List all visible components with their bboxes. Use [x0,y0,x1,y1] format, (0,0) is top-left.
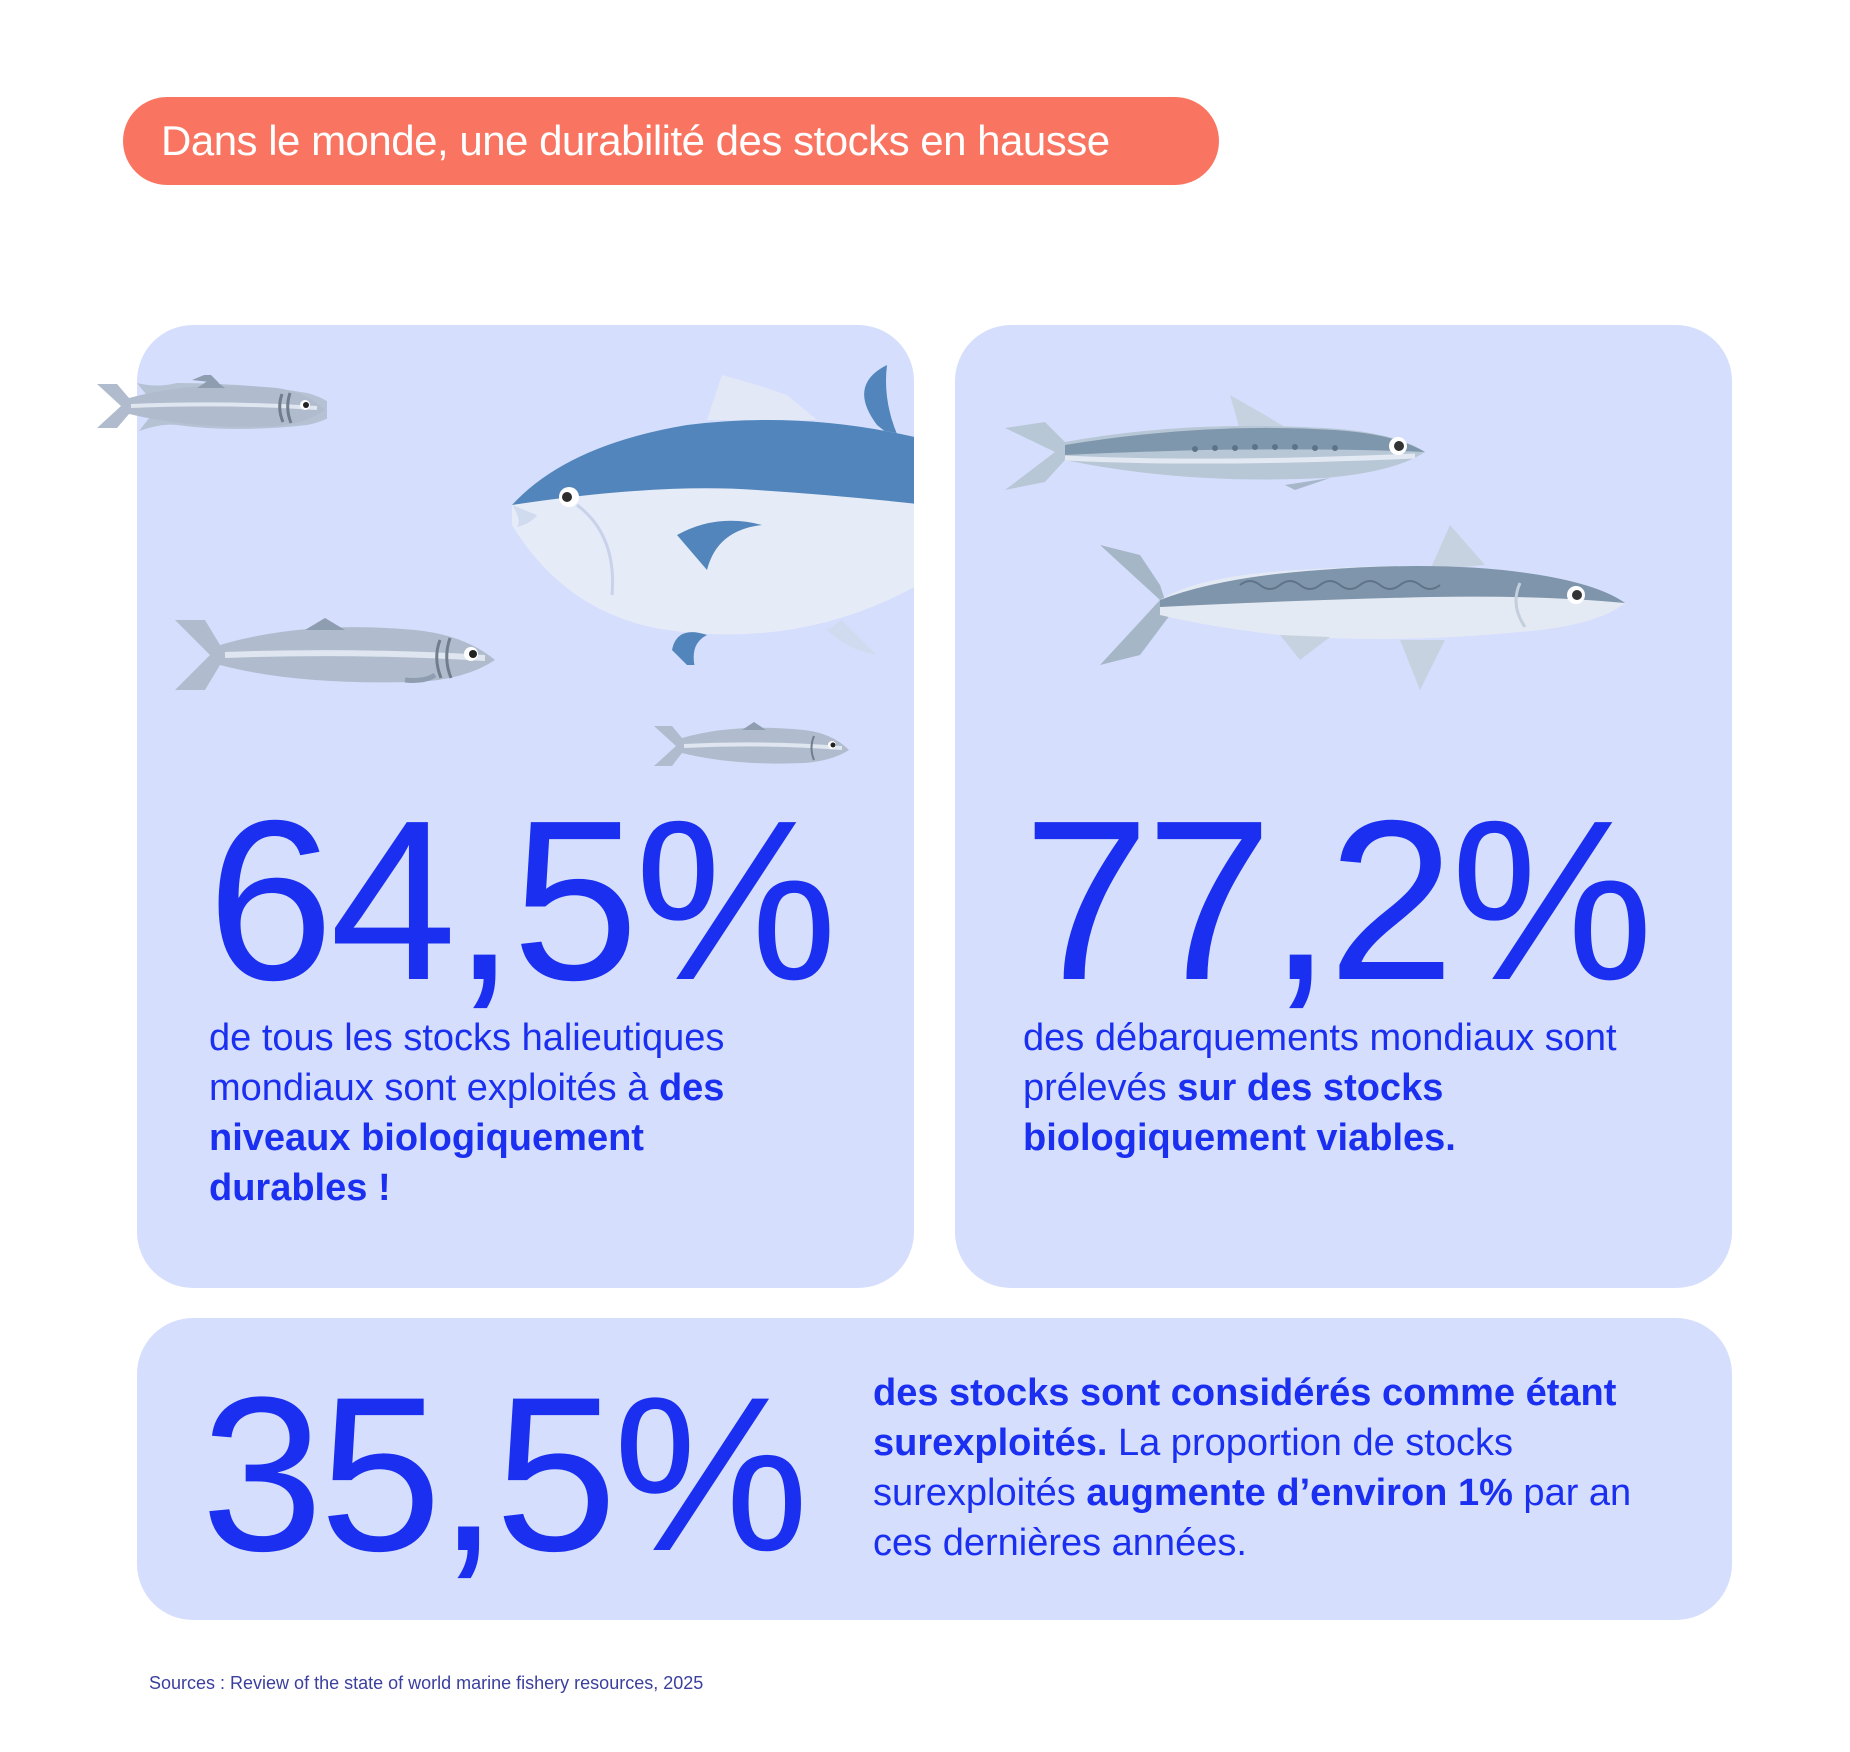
stat-value: 35,5% [201,1351,809,1597]
sardine-icon [175,618,495,690]
mackerel-icon [1100,525,1625,690]
stat-description-bold: augmente d’environ 1% [1086,1472,1513,1514]
stat-description-bold: des stocks sont considérés comme étant s… [873,1372,1617,1464]
stat-description: de tous les stocks halieutiques mondiaux… [209,1013,809,1213]
stat-description-plain: de tous les stocks halieutiques mondiaux… [209,1017,725,1109]
sardine-icon [1005,395,1425,490]
stat-description-plain: par an ces dernières années. [873,1472,1632,1564]
sardine-icon [97,378,325,428]
source-note: Sources : Review of the state of world m… [149,1673,704,1693]
stat-card-sustainable-stocks: 64,5% de tous les stocks halieutiques mo… [137,325,914,1288]
stat-description: des débarquements mondiaux sont prélevés… [1023,1013,1663,1163]
stat-card-landings: 77,2% des débarquements mondiaux sont pr… [955,325,1732,1288]
tuna-icon [512,365,914,665]
sardine-icon [654,722,849,766]
stat-description-bold: des niveaux biologiquement durables ! [209,1067,725,1209]
stat-description-plain: des débarquements mondiaux sont prélevés [1023,1017,1617,1109]
stat-description-bold: sur des stocks biologiquement viables. [1023,1067,1456,1159]
stat-description: des stocks sont considérés comme étant s… [873,1368,1663,1568]
stat-card-overexploited: 35,5% des stocks sont considérés comme é… [137,1318,1732,1620]
stat-description-plain: La proportion de stocks surexploités [873,1422,1513,1514]
stat-value: 77,2% [1023,774,1653,1028]
stat-value: 64,5% [207,774,837,1028]
page-title: Dans le monde, une durabilité des stocks… [123,97,1219,185]
